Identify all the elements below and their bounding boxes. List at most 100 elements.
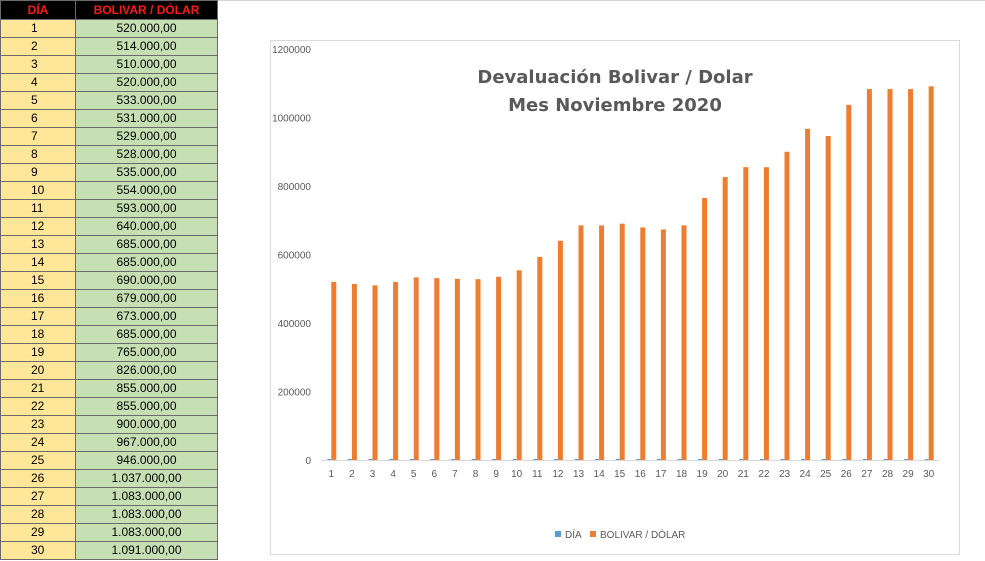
rate-cell[interactable]: 673.000,00 xyxy=(75,307,218,326)
bar-dia xyxy=(862,459,867,460)
rate-cell[interactable]: 531.000,00 xyxy=(75,109,218,128)
rate-cell[interactable]: 510.000,00 xyxy=(75,55,218,74)
day-cell[interactable]: 6 xyxy=(0,109,76,128)
rate-cell[interactable]: 593.000,00 xyxy=(75,199,218,218)
day-cell[interactable]: 28 xyxy=(0,505,76,524)
rate-cell[interactable]: 520.000,00 xyxy=(75,73,218,92)
header-rate[interactable]: BOLIVAR / DÓLAR xyxy=(75,0,218,20)
bar-dia xyxy=(492,459,497,460)
bar-dia xyxy=(842,459,847,460)
rate-cell[interactable]: 855.000,00 xyxy=(75,379,218,398)
table-row: 30 1.091.000,00 xyxy=(0,541,218,560)
day-cell[interactable]: 17 xyxy=(0,307,76,326)
rate-cell[interactable]: 520.000,00 xyxy=(75,19,218,38)
rate-cell[interactable]: 685.000,00 xyxy=(75,253,218,272)
x-tick-label: 1 xyxy=(329,469,335,480)
day-cell[interactable]: 7 xyxy=(0,127,76,146)
bar-chart: Devaluación Bolivar / Dolar Mes Noviembre… xyxy=(272,45,939,541)
rate-cell[interactable]: 1.037.000,00 xyxy=(75,469,218,488)
chart-area[interactable]: Devaluación Bolivar / Dolar Mes Noviembre… xyxy=(270,40,960,555)
day-cell[interactable]: 19 xyxy=(0,343,76,362)
bar-dia xyxy=(389,459,394,460)
rate-cell[interactable]: 855.000,00 xyxy=(75,397,218,416)
rate-cell[interactable]: 514.000,00 xyxy=(75,37,218,56)
spreadsheet-table: DÍA BOLIVAR / DÓLAR 1 520.000,00 2 514.000,… xyxy=(0,0,218,560)
x-tick-label: 5 xyxy=(411,469,417,480)
day-cell[interactable]: 27 xyxy=(0,487,76,506)
day-cell[interactable]: 18 xyxy=(0,325,76,344)
day-cell[interactable]: 29 xyxy=(0,523,76,542)
day-cell[interactable]: 25 xyxy=(0,451,76,470)
day-cell[interactable]: 5 xyxy=(0,91,76,110)
table-row: 19 765.000,00 xyxy=(0,343,218,362)
bar-dia xyxy=(553,459,558,460)
day-cell[interactable]: 3 xyxy=(0,55,76,74)
day-cell[interactable]: 21 xyxy=(0,379,76,398)
rate-cell[interactable]: 528.000,00 xyxy=(75,145,218,164)
day-cell[interactable]: 4 xyxy=(0,73,76,92)
day-cell[interactable]: 2 xyxy=(0,37,76,56)
bar-dia xyxy=(533,459,538,460)
rate-cell[interactable]: 1.083.000,00 xyxy=(75,487,218,506)
legend-label-dia: DÍA xyxy=(565,528,582,541)
bar-dia xyxy=(409,459,414,460)
rate-cell[interactable]: 826.000,00 xyxy=(75,361,218,380)
day-cell[interactable]: 14 xyxy=(0,253,76,272)
rate-cell[interactable]: 900.000,00 xyxy=(75,415,218,434)
x-tick-label: 23 xyxy=(779,469,791,480)
rate-cell[interactable]: 533.000,00 xyxy=(75,91,218,110)
day-cell[interactable]: 20 xyxy=(0,361,76,380)
rate-cell[interactable]: 554.000,00 xyxy=(75,181,218,200)
rate-cell[interactable]: 529.000,00 xyxy=(75,127,218,146)
rate-cell[interactable]: 685.000,00 xyxy=(75,235,218,254)
rate-cell[interactable]: 679.000,00 xyxy=(75,289,218,308)
table-row: 25 946.000,00 xyxy=(0,451,218,470)
x-tick-label: 27 xyxy=(861,469,873,480)
header-day[interactable]: DÍA xyxy=(0,0,76,20)
day-cell[interactable]: 16 xyxy=(0,289,76,308)
day-cell[interactable]: 11 xyxy=(0,199,76,218)
bar-dia xyxy=(821,459,826,460)
rate-cell[interactable]: 1.083.000,00 xyxy=(75,505,218,524)
table-row: 20 826.000,00 xyxy=(0,361,218,380)
day-cell[interactable]: 10 xyxy=(0,181,76,200)
day-cell[interactable]: 15 xyxy=(0,271,76,290)
rate-cell[interactable]: 1.091.000,00 xyxy=(75,541,218,560)
bar-bolivar-dolar xyxy=(434,278,440,460)
bar-bolivar-dolar xyxy=(331,281,337,460)
day-cell[interactable]: 30 xyxy=(0,541,76,560)
rate-cell[interactable]: 535.000,00 xyxy=(75,163,218,182)
day-cell[interactable]: 9 xyxy=(0,163,76,182)
rate-cell[interactable]: 1.083.000,00 xyxy=(75,523,218,542)
rate-cell[interactable]: 640.000,00 xyxy=(75,217,218,236)
rate-cell[interactable]: 946.000,00 xyxy=(75,451,218,470)
x-tick-label: 8 xyxy=(473,469,479,480)
x-tick-label: 7 xyxy=(452,469,458,480)
x-tick-label: 16 xyxy=(635,469,647,480)
table-row: 14 685.000,00 xyxy=(0,253,218,272)
bar-bolivar-dolar xyxy=(454,278,460,460)
day-cell[interactable]: 24 xyxy=(0,433,76,452)
bar-bolivar-dolar xyxy=(393,281,399,460)
day-cell[interactable]: 13 xyxy=(0,235,76,254)
day-cell[interactable]: 22 xyxy=(0,397,76,416)
rate-cell[interactable]: 765.000,00 xyxy=(75,343,218,362)
x-tick-label: 26 xyxy=(841,469,853,480)
day-cell[interactable]: 1 xyxy=(0,19,76,38)
table-row: 18 685.000,00 xyxy=(0,325,218,344)
day-cell[interactable]: 26 xyxy=(0,469,76,488)
bar-bolivar-dolar xyxy=(722,177,728,460)
rate-cell[interactable]: 685.000,00 xyxy=(75,325,218,344)
table-row: 12 640.000,00 xyxy=(0,217,218,236)
day-cell[interactable]: 12 xyxy=(0,217,76,236)
day-cell[interactable]: 23 xyxy=(0,415,76,434)
legend-swatch-dia xyxy=(555,531,561,537)
bar-bolivar-dolar xyxy=(763,167,769,460)
y-tick-label: 0 xyxy=(305,456,311,467)
rate-cell[interactable]: 967.000,00 xyxy=(75,433,218,452)
x-tick-label: 15 xyxy=(614,469,626,480)
day-cell[interactable]: 8 xyxy=(0,145,76,164)
bar-dia xyxy=(615,459,620,460)
table-row: 1 520.000,00 xyxy=(0,19,218,38)
rate-cell[interactable]: 690.000,00 xyxy=(75,271,218,290)
